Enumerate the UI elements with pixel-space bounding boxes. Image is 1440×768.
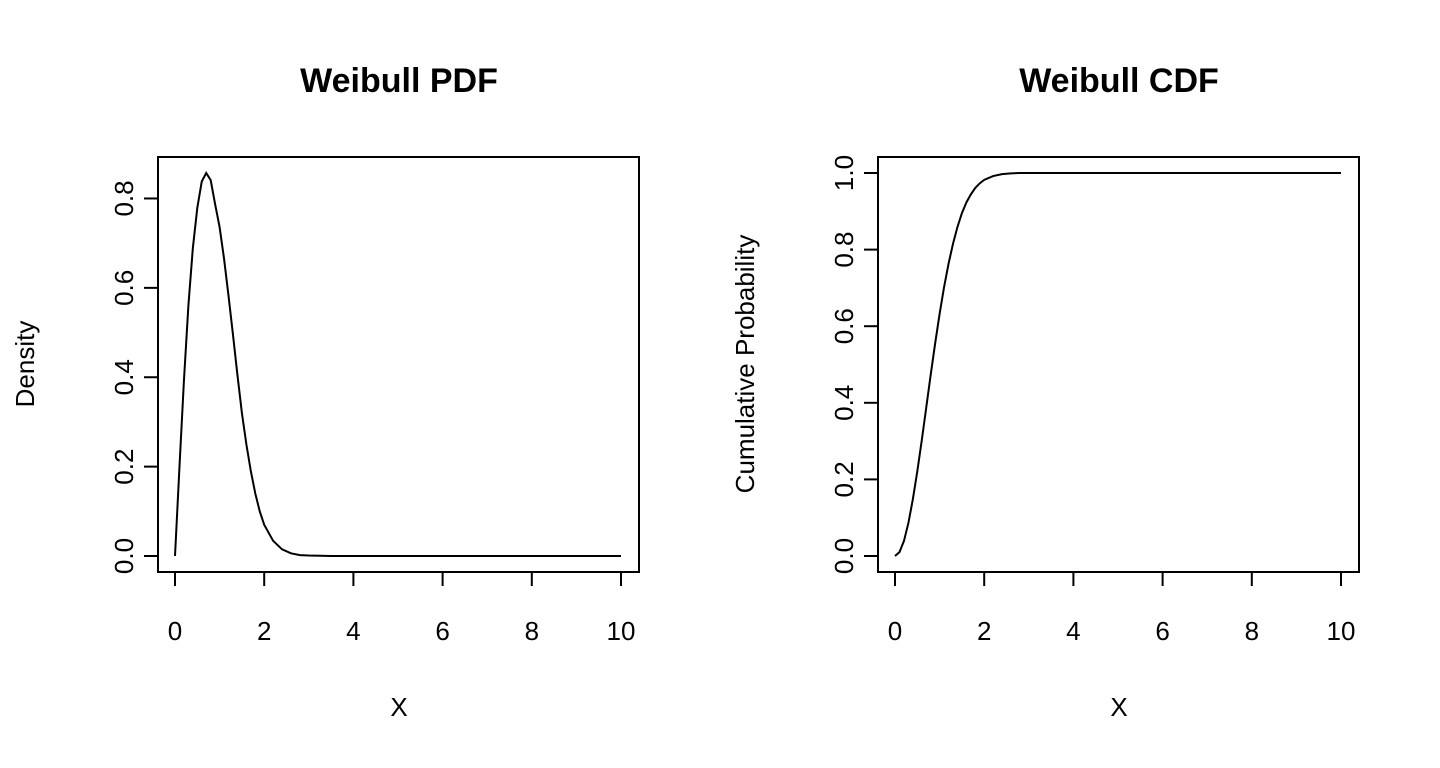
- pdf-title: Weibull PDF: [300, 62, 498, 100]
- cdf-title: Weibull CDF: [1019, 62, 1219, 100]
- pdf-y-tick-label: 0.0: [109, 538, 139, 574]
- cdf-y-axis-label: Cumulative Probability: [730, 235, 760, 494]
- cdf-y-axis: 0.0 0.2 0.4 0.6 0.8 1.0: [829, 155, 879, 574]
- cdf-x-tick-label: 10: [1327, 616, 1356, 646]
- pdf-y-tick-label: 0.4: [109, 359, 139, 395]
- cdf-x-tick-label: 2: [977, 616, 991, 646]
- pdf-x-tick-label: 6: [435, 616, 449, 646]
- cdf-x-axis-label: X: [1110, 692, 1127, 722]
- cdf-y-tick-label: 0.4: [829, 385, 859, 421]
- cdf-y-tick-label: 1.0: [829, 155, 859, 191]
- cdf-y-tick-label: 0.2: [829, 461, 859, 497]
- pdf-x-tick-label: 0: [168, 616, 182, 646]
- pdf-curve: [174, 170, 621, 557]
- pdf-x-tick-label: 10: [607, 616, 636, 646]
- pdf-y-tick-label: 0.8: [109, 180, 139, 216]
- cdf-x-tick-label: 8: [1245, 616, 1259, 646]
- pdf-y-tick-label: 0.2: [109, 449, 139, 485]
- pdf-panel: Weibull PDF 0 2 4 6 8 10 0.0 0.2 0.4 0.6 0.8 X De…: [10, 62, 640, 722]
- pdf-x-tick-label: 2: [257, 616, 271, 646]
- pdf-y-axis-label: Density: [10, 321, 40, 408]
- cdf-curve: [894, 172, 1341, 557]
- cdf-x-tick-label: 0: [888, 616, 902, 646]
- cdf-x-tick-label: 6: [1155, 616, 1169, 646]
- cdf-y-tick-label: 0.8: [829, 232, 859, 268]
- pdf-x-axis-label: X: [390, 692, 407, 722]
- pdf-y-tick-label: 0.6: [109, 270, 139, 306]
- cdf-plot-frame: [877, 156, 1360, 573]
- pdf-x-axis: 0 2 4 6 8 10: [168, 571, 636, 646]
- cdf-y-tick-label: 0.6: [829, 308, 859, 344]
- pdf-y-axis: 0.0 0.2 0.4 0.6 0.8: [109, 180, 159, 574]
- cdf-x-axis: 0 2 4 6 8 10: [888, 571, 1356, 646]
- cdf-y-tick-label: 0.0: [829, 538, 859, 574]
- pdf-x-tick-label: 4: [346, 616, 360, 646]
- cdf-x-tick-label: 4: [1066, 616, 1080, 646]
- cdf-panel: Weibull CDF 0 2 4 6 8 10 0.0 0.2 0.4 0.6 0.8 1.0 X…: [730, 62, 1360, 722]
- pdf-x-tick-label: 8: [525, 616, 539, 646]
- pdf-plot-frame: [157, 156, 640, 573]
